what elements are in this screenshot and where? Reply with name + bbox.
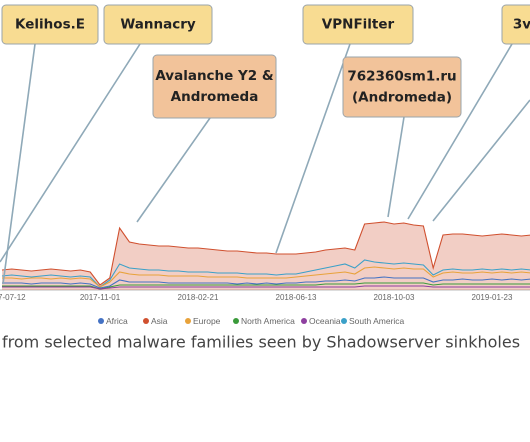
x-tick-label: 2018-10-03 [374, 293, 415, 302]
legend-marker [233, 318, 239, 324]
annotation: 762360sm1.ru (Andromeda) [342, 56, 462, 118]
annotation-text: Kelihos.E [15, 17, 85, 33]
connector [0, 43, 141, 263]
annotation: VPNFilter [302, 4, 414, 45]
connector [387, 116, 405, 218]
annotation: Wannacry [103, 4, 213, 45]
x-tick-label: 2019-01-23 [472, 293, 513, 302]
series-line [2, 285, 530, 290]
series-line [1, 221, 530, 286]
legend-label: South America [349, 316, 405, 326]
series-line [2, 266, 530, 288]
series-line [2, 276, 530, 289]
annotation-text: 762360sm1.ru [347, 69, 456, 85]
annotation-text: (Andromeda) [352, 90, 452, 106]
legend-label: Africa [106, 316, 128, 326]
annotation-box [342, 56, 462, 118]
legend-label: North America [241, 316, 295, 326]
legend-marker [98, 318, 104, 324]
series-line [1, 259, 530, 288]
annotation-box [1, 4, 99, 45]
annotation-text: Andromeda [171, 89, 259, 105]
annotation-text: Avalanche Y2 & [155, 68, 274, 84]
connector [275, 43, 351, 254]
annotation-box [103, 4, 213, 45]
x-tick-label: 2018-02-21 [178, 293, 219, 302]
legend-marker [341, 318, 347, 324]
annotation-box [501, 4, 530, 45]
series-line [2, 282, 530, 290]
legend-marker [301, 318, 307, 324]
connector [2, 43, 36, 285]
legend-label: Europe [193, 316, 221, 326]
connector [136, 117, 211, 223]
area [2, 222, 530, 290]
annotation-text: VPNFilter [322, 17, 395, 33]
annotation-box [152, 54, 277, 119]
connector [407, 43, 513, 220]
x-tick-label: 2018-06-13 [276, 293, 317, 302]
legend-label: Asia [151, 316, 168, 326]
annotation-text: 3v [513, 17, 530, 33]
legend-label: Oceania [309, 316, 341, 326]
legend-marker [185, 318, 191, 324]
annotation-box [302, 4, 414, 45]
connectors [0, 43, 530, 285]
annotation: Kelihos.E [1, 4, 99, 45]
annotation: Avalanche Y2 & Andromeda [152, 54, 277, 119]
connector [432, 99, 530, 222]
annotation: 3v [501, 4, 530, 45]
x-tick-label: 2017-11-01 [80, 293, 121, 302]
caption: from selected malware families seen by S… [2, 333, 520, 352]
legend-marker [143, 318, 149, 324]
annotation-text: Wannacry [120, 17, 196, 33]
x-tick-label: 7-07-12 [0, 293, 26, 302]
